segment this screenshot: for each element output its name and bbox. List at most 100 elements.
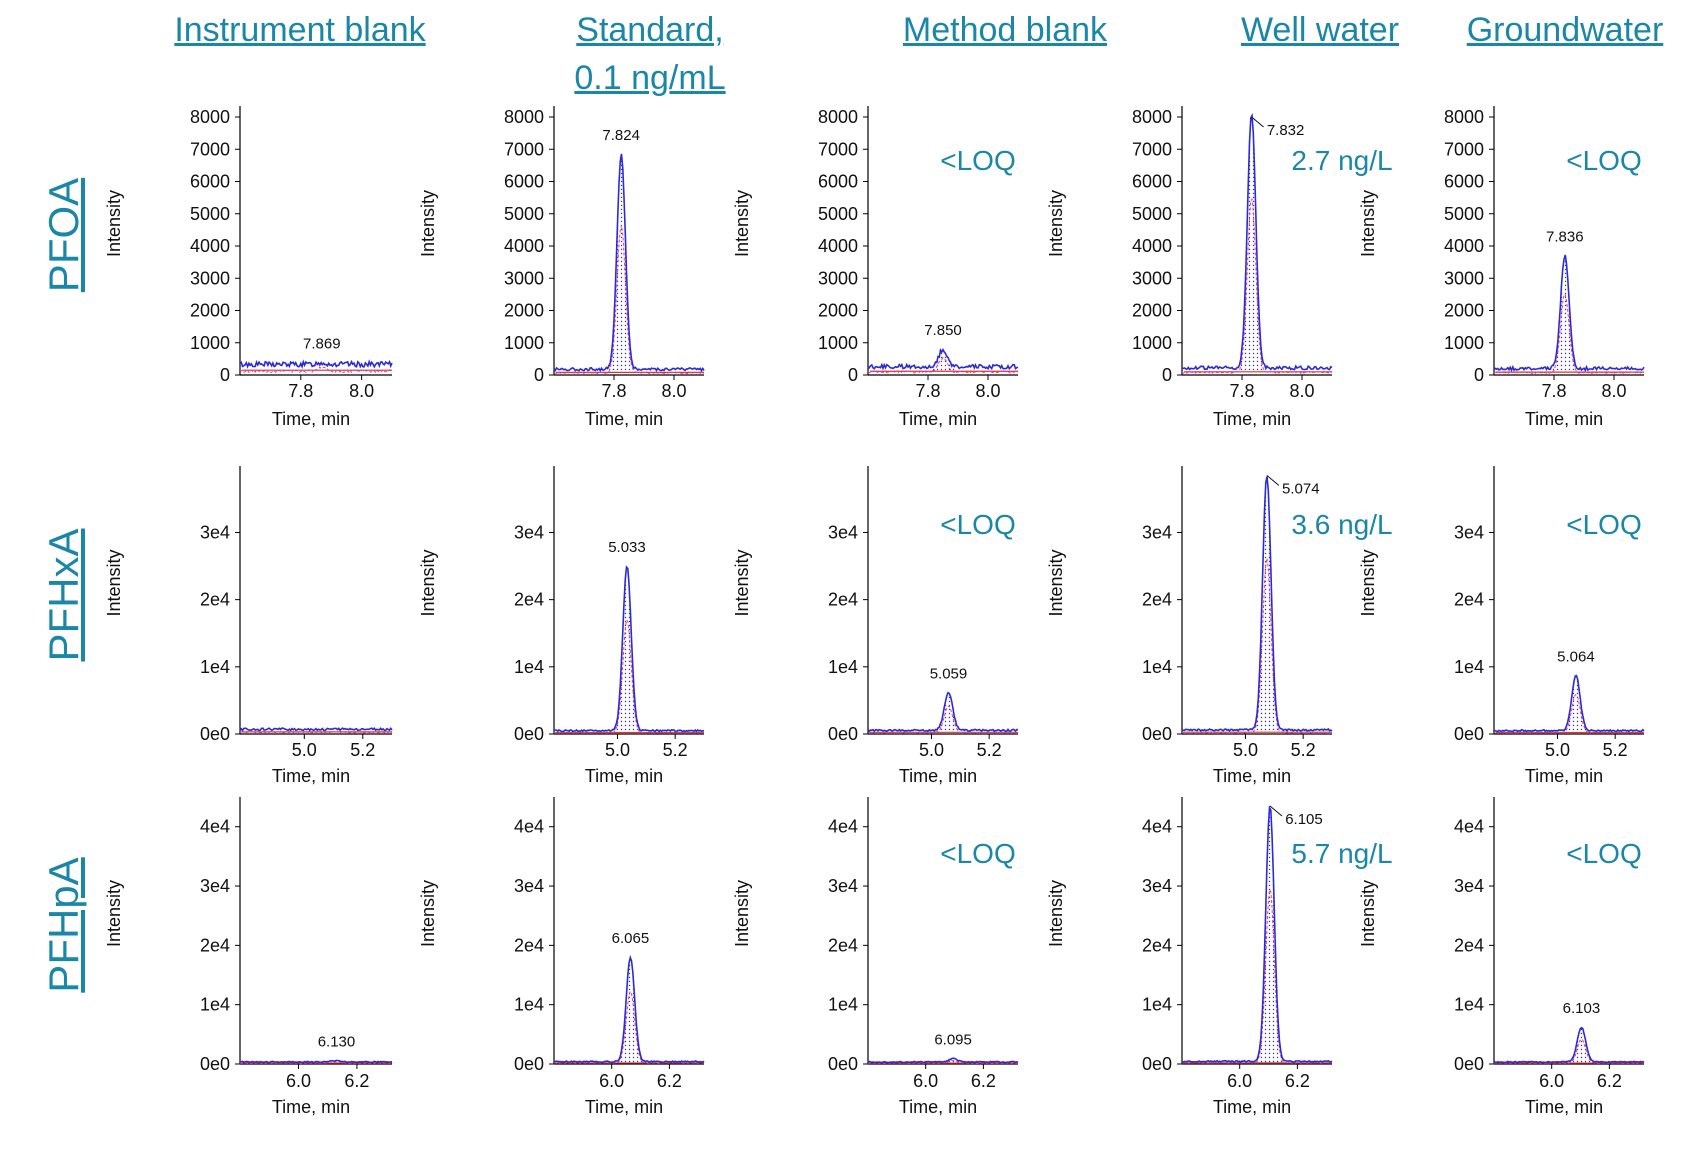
column-header-line1: Method blank: [902, 11, 1108, 49]
y-tick-label: 4000: [1444, 236, 1484, 256]
y-tick-label: 3e4: [828, 876, 858, 896]
y-tick-label: 2e4: [1454, 590, 1484, 610]
secondary-trace: [867, 356, 1019, 374]
chromatogram-trace: [553, 153, 705, 373]
y-tick-label: 0: [1162, 365, 1172, 385]
x-tick-label: 6.2: [344, 1071, 369, 1091]
peak-rt-label: 7.836: [1546, 229, 1584, 246]
y-tick-label: 1e4: [200, 995, 230, 1015]
chart-pfhpa-method-blank: 0e0 1e4 2e4 3e4 4e4 6.0 6.2 Time, min Intensity 6…: [732, 797, 1019, 1117]
y-tick-label: 3000: [818, 268, 858, 288]
secondary-trace: [867, 1059, 1019, 1065]
peak-rt-label: 6.065: [612, 930, 650, 947]
y-tick-label: 0e0: [514, 724, 544, 744]
y-tick-label: 0e0: [828, 724, 858, 744]
chromatogram-trace: [867, 1057, 1019, 1064]
y-tick-label: 3000: [504, 268, 544, 288]
chromatogram-trace: [1181, 112, 1333, 371]
y-tick-label: 2e4: [514, 935, 544, 955]
chromatogram-trace: [1493, 1026, 1645, 1064]
x-tick-label: 7.8: [1229, 381, 1254, 401]
chromatogram-trace: [1181, 804, 1333, 1063]
chart-pfoa-standard-0-1-ng-ml: 0 1000 2000 3000 4000 5000 6000 7000 8000 7.8 8.0 T…: [418, 106, 705, 429]
y-tick-label: 0e0: [828, 1054, 858, 1074]
y-tick-label: 4e4: [514, 817, 544, 837]
y-tick-label: 7000: [1444, 139, 1484, 159]
y-tick-label: 5000: [1132, 204, 1172, 224]
column-header-standard: Standard, 0.1 ng/mL: [460, 6, 840, 102]
y-tick-label: 2000: [504, 301, 544, 321]
secondary-trace: [553, 619, 704, 734]
x-tick-label: 5.0: [292, 740, 317, 760]
x-axis-label: Time, min: [585, 766, 663, 786]
result-annotation: 3.6 ng/L: [1291, 509, 1392, 540]
x-tick-label: 7.8: [288, 381, 313, 401]
peak-label-leader: [1266, 474, 1280, 486]
y-tick-label: 1000: [1132, 333, 1172, 353]
x-axis-label: Time, min: [1525, 766, 1603, 786]
chart-pfoa-method-blank: 0 1000 2000 3000 4000 5000 6000 7000 8000 7.8 8.0 T…: [732, 106, 1019, 429]
y-tick-label: 3e4: [1142, 876, 1172, 896]
y-tick-label: 8000: [1132, 107, 1172, 127]
y-tick-label: 1e4: [1142, 657, 1172, 677]
y-tick-label: 0e0: [1454, 1054, 1484, 1074]
column-header-line2: 0.1 ng/mL: [574, 59, 726, 97]
y-tick-label: 1e4: [828, 995, 858, 1015]
secondary-trace: [1182, 888, 1333, 1064]
y-tick-label: 6000: [1444, 172, 1484, 192]
x-tick-label: 6.2: [1597, 1071, 1622, 1091]
y-tick-label: 3000: [1444, 268, 1484, 288]
column-header-line1: Groundwater: [1466, 11, 1664, 49]
secondary-trace: [867, 705, 1019, 734]
secondary-trace: [1181, 558, 1333, 734]
y-tick-label: 0: [1474, 365, 1484, 385]
column-header-line1: Well water: [1240, 11, 1400, 49]
x-tick-label: 6.2: [657, 1071, 682, 1091]
x-tick-label: 5.0: [919, 740, 944, 760]
y-tick-label: 3e4: [1454, 876, 1484, 896]
y-axis-label: Intensity: [104, 880, 124, 947]
y-tick-label: 0e0: [1454, 724, 1484, 744]
x-tick-label: 6.2: [1285, 1071, 1310, 1091]
y-axis-label: Intensity: [1358, 549, 1378, 616]
y-tick-label: 7000: [818, 139, 858, 159]
y-axis-label: Intensity: [418, 190, 438, 257]
chromatogram-trace: [867, 348, 1019, 371]
x-axis-label: Time, min: [272, 1097, 350, 1117]
y-tick-label: 3e4: [200, 522, 230, 542]
x-tick-label: 8.0: [349, 381, 374, 401]
y-tick-label: 4000: [190, 236, 230, 256]
x-axis-label: Time, min: [899, 1097, 977, 1117]
y-tick-label: 0e0: [1142, 1054, 1172, 1074]
y-tick-label: 4e4: [828, 817, 858, 837]
x-tick-label: 8.0: [1289, 381, 1314, 401]
y-axis-label: Intensity: [1046, 880, 1066, 947]
y-axis-label: Intensity: [732, 190, 752, 257]
y-tick-label: 3e4: [1454, 522, 1484, 542]
y-tick-label: 0: [534, 365, 544, 385]
result-annotation: <LOQ: [1566, 838, 1641, 869]
y-tick-label: 2e4: [514, 590, 544, 610]
x-tick-label: 5.0: [1545, 740, 1570, 760]
result-annotation: <LOQ: [940, 145, 1015, 176]
x-axis-label: Time, min: [1213, 766, 1291, 786]
chromatogram-trace: [1493, 254, 1645, 373]
y-tick-label: 5000: [190, 204, 230, 224]
secondary-trace: [239, 1061, 393, 1065]
y-tick-label: 3e4: [1142, 522, 1172, 542]
y-tick-label: 6000: [190, 172, 230, 192]
y-tick-label: 2000: [818, 301, 858, 321]
peak-fill-area: [930, 349, 956, 371]
result-annotation: <LOQ: [940, 509, 1015, 540]
y-tick-label: 4e4: [1142, 817, 1172, 837]
y-axis-label: Intensity: [732, 549, 752, 616]
column-header-line1: Instrument blank: [174, 11, 426, 49]
chromatogram-trace: [553, 954, 705, 1064]
peak-rt-label: 6.130: [318, 1033, 356, 1050]
y-tick-label: 2e4: [1142, 590, 1172, 610]
y-tick-label: 0: [848, 365, 858, 385]
